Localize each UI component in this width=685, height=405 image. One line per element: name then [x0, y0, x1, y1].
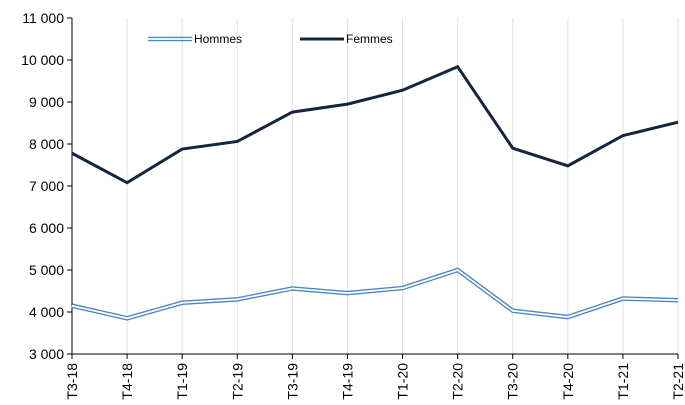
- series-line-hommes-inner: [71, 268, 679, 320]
- y-tick-label: 10 000: [21, 52, 64, 68]
- y-tick-label: 3 000: [29, 346, 64, 362]
- x-tick-label: T1-21: [615, 363, 631, 400]
- series-line-femmes: [71, 64, 679, 185]
- y-tick-label: 9 000: [29, 94, 64, 110]
- legend-label-femmes: Femmes: [346, 32, 393, 46]
- y-tick-label: 11 000: [22, 10, 64, 26]
- x-tick-label: T1-19: [174, 363, 190, 400]
- legend-label-hommes: Hommes: [194, 32, 242, 46]
- series-lines: [71, 64, 679, 321]
- x-tick-label: T3-20: [505, 363, 521, 400]
- y-tick-label: 8 000: [29, 136, 64, 152]
- x-tick-label: T2-19: [229, 363, 245, 400]
- x-tick-label: T2-21: [670, 363, 685, 400]
- axes: 3 000 4 000 5 000 6 000 7 000 8 000 9 000 10 00…: [21, 10, 685, 400]
- y-tick-label: 5 000: [29, 262, 64, 278]
- x-tick-label: T2-20: [450, 363, 466, 400]
- x-tick-label: T3-19: [284, 363, 300, 400]
- legend: Hommes Femmes: [148, 32, 393, 46]
- x-tick-label: T1-20: [395, 363, 411, 400]
- x-tick-label: T4-19: [339, 363, 355, 400]
- y-tick-label: 4 000: [29, 304, 64, 320]
- x-tick-label: T4-20: [560, 363, 576, 400]
- grid-lines: [71, 18, 679, 354]
- x-tick-label: T3-18: [64, 363, 80, 400]
- y-tick-label: 7 000: [29, 178, 64, 194]
- y-tick-label: 6 000: [29, 220, 64, 236]
- x-tick-label: T4-18: [119, 363, 135, 400]
